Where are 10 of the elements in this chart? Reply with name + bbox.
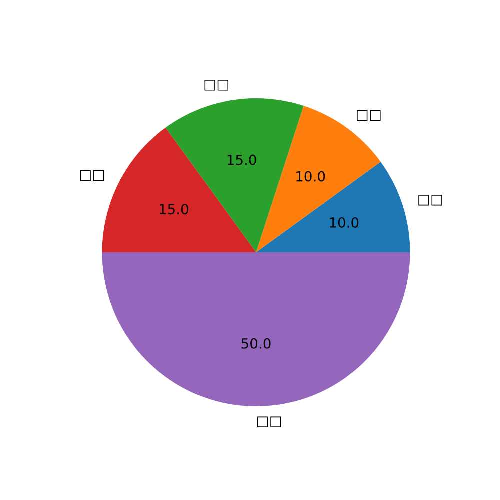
slice-label: □□ xyxy=(204,80,228,91)
data-label: 15.0 xyxy=(228,154,256,166)
slice-label: □□ xyxy=(418,195,442,206)
slice-label: □□ xyxy=(357,110,381,121)
data-label: 15.0 xyxy=(160,204,188,215)
slice-label: □□ xyxy=(80,170,104,182)
data-label: 50.0 xyxy=(242,338,271,349)
data-label: 10.0 xyxy=(296,171,326,182)
data-label: 10.0 xyxy=(330,217,359,228)
slice-label: □□ xyxy=(258,416,282,428)
